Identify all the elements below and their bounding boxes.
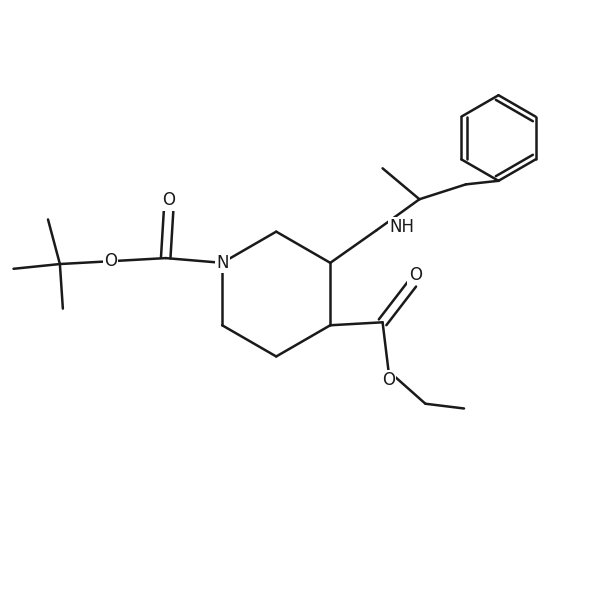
Text: O: O <box>409 266 422 284</box>
Text: N: N <box>216 254 229 272</box>
Text: O: O <box>104 252 117 270</box>
Text: NH: NH <box>390 218 415 236</box>
Text: O: O <box>162 191 175 209</box>
Text: O: O <box>382 371 395 389</box>
